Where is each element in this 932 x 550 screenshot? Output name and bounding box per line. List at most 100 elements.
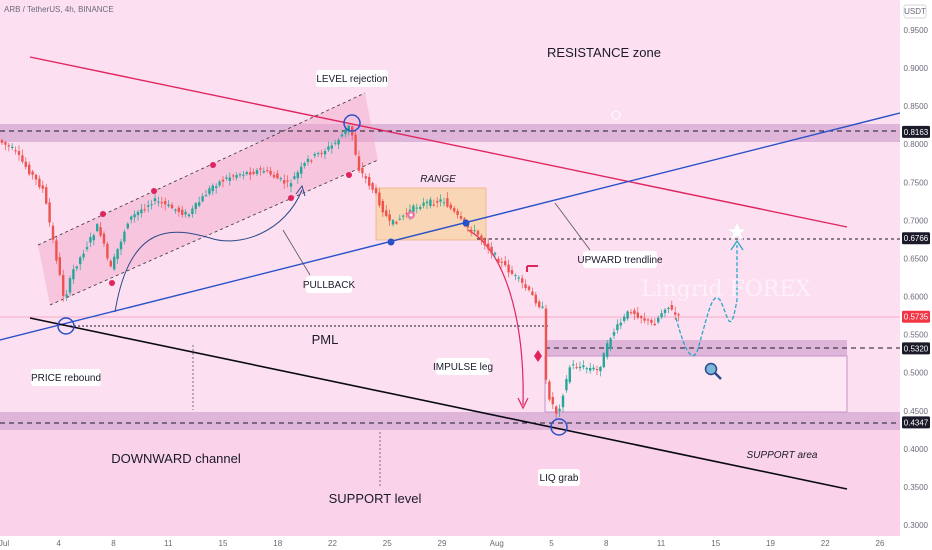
candle-body <box>272 174 276 178</box>
y-tick-label: 0.7500 <box>904 178 929 187</box>
candle-body <box>232 175 235 177</box>
currency-badge <box>903 4 927 19</box>
candle-body <box>191 208 194 215</box>
candle-body <box>221 179 225 182</box>
candle-body <box>327 146 330 150</box>
candle-body <box>255 170 259 174</box>
candle-body <box>504 261 507 266</box>
candle-body <box>289 183 293 187</box>
candle-body <box>123 231 126 242</box>
swing-dot <box>109 280 115 286</box>
candle-body <box>34 174 38 180</box>
candle-body <box>660 313 663 318</box>
candle-body <box>181 209 184 215</box>
candle-body <box>68 278 72 293</box>
label-liq-grab: LIQ grab <box>540 473 579 484</box>
candle-body <box>72 269 75 280</box>
projection-path <box>675 245 738 356</box>
candle-body <box>487 243 490 249</box>
pml-band <box>545 340 847 356</box>
candle-body <box>364 176 367 179</box>
candle-body <box>164 200 167 205</box>
candle-body <box>113 256 116 270</box>
label-upward-trendline: UPWARD trendline <box>577 255 663 266</box>
candle-body <box>575 367 578 369</box>
flag-icon <box>526 265 538 272</box>
candle-body <box>300 166 303 174</box>
event-icon <box>611 110 621 120</box>
candle-body <box>378 192 381 206</box>
candle-body <box>126 223 129 229</box>
y-tick-label: 0.9500 <box>904 26 929 35</box>
candle-body <box>116 249 119 260</box>
candle-body <box>507 264 510 273</box>
candle-body <box>626 311 629 319</box>
candle-body <box>317 153 320 155</box>
candle-body <box>276 173 279 179</box>
y-tick-label: 0.3000 <box>904 521 929 530</box>
arrow-down-icon <box>534 350 542 362</box>
candle-body <box>419 206 422 209</box>
candle-body <box>599 366 602 372</box>
candle-body <box>28 164 31 175</box>
candle-body <box>344 129 347 135</box>
candle-body <box>609 338 612 349</box>
trendline-touch-dot <box>387 238 395 246</box>
candle-body <box>160 202 163 204</box>
candle-body <box>48 202 51 223</box>
candle-body <box>473 230 476 232</box>
price-tag-label: 0.5735 <box>904 313 929 322</box>
candle-body <box>592 367 595 370</box>
projection-arrowhead <box>730 239 744 251</box>
candle-body <box>259 168 262 170</box>
x-tick-label: Aug <box>490 539 504 548</box>
candle-body <box>17 151 21 155</box>
candle-body <box>405 212 408 214</box>
candle-body <box>527 286 531 290</box>
candle-body <box>555 406 558 414</box>
x-tick-label: 4 <box>57 539 62 548</box>
target-box <box>544 355 848 413</box>
swing-dot <box>151 188 157 194</box>
candle-body <box>245 172 248 174</box>
x-tick-label: Jul <box>0 539 9 548</box>
candle-body <box>490 246 493 254</box>
candle-body <box>279 178 282 180</box>
candle-body <box>619 322 622 326</box>
candle-body <box>187 214 191 217</box>
candle-body <box>497 258 500 264</box>
candle-body <box>75 266 78 269</box>
candle-body <box>58 257 61 275</box>
candle-body <box>483 240 486 246</box>
price-tag-label: 0.8163 <box>904 128 929 137</box>
candle-body <box>306 158 310 162</box>
support-band <box>0 412 900 430</box>
y-tick-label: 0.5500 <box>904 331 929 340</box>
candle-body <box>677 314 680 316</box>
candle-body <box>194 203 197 210</box>
x-tick-label: 22 <box>821 539 830 548</box>
candle-body <box>354 134 357 155</box>
candle-body <box>425 201 429 204</box>
candle-body <box>429 199 432 206</box>
candle-body <box>538 301 541 308</box>
candle-body <box>82 253 85 258</box>
candle-body <box>381 201 384 213</box>
label-range: RANGE <box>420 174 456 185</box>
candle-body <box>432 204 435 206</box>
candle-body <box>650 319 653 323</box>
candle-body <box>453 208 456 212</box>
candle-body <box>249 172 252 175</box>
candle-body <box>568 367 571 383</box>
candle-body <box>385 210 388 216</box>
candle-body <box>330 145 333 149</box>
candle-body <box>670 305 673 310</box>
candle-body <box>456 210 459 216</box>
candle-body <box>629 312 633 314</box>
candle-body <box>517 277 520 279</box>
candle-body <box>606 343 609 357</box>
candle-body <box>436 200 439 203</box>
x-tick-label: 19 <box>766 539 775 548</box>
